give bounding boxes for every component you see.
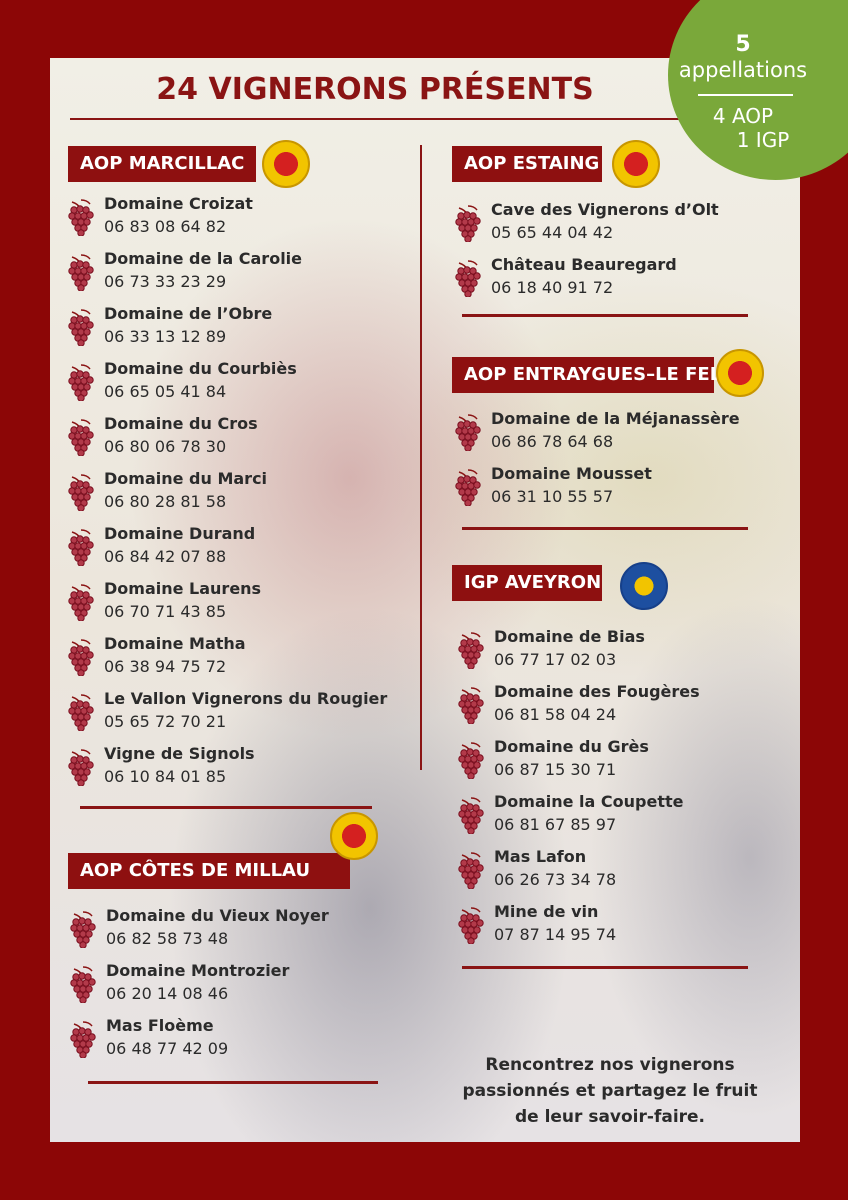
badge-divider	[698, 94, 793, 96]
aop-seal-icon	[716, 349, 764, 397]
producer-phone: 06 33 13 12 89	[104, 327, 227, 346]
grape-icon	[68, 748, 94, 787]
producer-name: Domaine la Coupette	[494, 792, 684, 811]
producer-name: Domaine de la Méjanassère	[491, 409, 740, 428]
producer-name: Domaine Montrozier	[106, 961, 290, 980]
grape-icon	[68, 638, 94, 677]
producer-phone: 06 31 10 55 57	[491, 487, 614, 506]
background-panel	[50, 58, 800, 1142]
grape-icon	[68, 693, 94, 732]
producer-name: Domaine Mousset	[491, 464, 652, 483]
igp-seal-icon	[620, 562, 668, 610]
aop-seal-icon	[330, 812, 378, 860]
grape-icon	[70, 965, 96, 1004]
section-header: AOP MARCILLAC	[68, 146, 256, 182]
producer-phone: 06 26 73 34 78	[494, 870, 617, 889]
grape-icon	[68, 363, 94, 402]
grape-icon	[458, 796, 484, 835]
producer-phone: 05 65 44 04 42	[491, 223, 614, 242]
grape-icon	[70, 910, 96, 949]
producer-phone: 06 48 77 42 09	[106, 1039, 229, 1058]
section-divider	[462, 966, 748, 969]
section-divider	[88, 1081, 378, 1084]
grape-icon	[68, 418, 94, 457]
grape-icon	[455, 204, 481, 243]
producer-name: Mas Lafon	[494, 847, 587, 866]
producer-phone: 06 65 05 41 84	[104, 382, 227, 401]
producer-name: Domaine du Grès	[494, 737, 649, 756]
grape-icon	[455, 413, 481, 452]
section-divider	[462, 314, 748, 317]
producer-phone: 06 80 28 81 58	[104, 492, 227, 511]
producer-phone: 06 70 71 43 85	[104, 602, 227, 621]
grape-icon	[455, 259, 481, 298]
producer-phone: 06 81 67 85 97	[494, 815, 617, 834]
producer-phone: 06 73 33 23 29	[104, 272, 227, 291]
producer-name: Cave des Vignerons d’Olt	[491, 200, 719, 219]
column-divider	[420, 145, 422, 770]
grape-icon	[68, 583, 94, 622]
section-header: IGP AVEYRON	[452, 565, 602, 601]
producer-phone: 06 18 40 91 72	[491, 278, 614, 297]
producer-name: Château Beauregard	[491, 255, 677, 274]
grape-icon	[70, 1020, 96, 1059]
grape-icon	[68, 528, 94, 567]
grape-icon	[68, 253, 94, 292]
producer-phone: 06 38 94 75 72	[104, 657, 227, 676]
producer-name: Domaine de Bias	[494, 627, 645, 646]
producer-phone: 06 10 84 01 85	[104, 767, 227, 786]
producer-phone: 05 65 72 70 21	[104, 712, 227, 731]
producer-phone: 06 77 17 02 03	[494, 650, 617, 669]
producer-phone: 06 20 14 08 46	[106, 984, 229, 1003]
producer-name: Mine de vin	[494, 902, 599, 921]
title-divider	[70, 118, 680, 120]
badge-count: 5	[735, 32, 751, 57]
section-header: AOP CÔTES DE MILLAU	[68, 853, 350, 889]
producer-name: Domaine des Fougères	[494, 682, 700, 701]
aop-seal-icon	[612, 140, 660, 188]
closing-text: Rencontrez nos vignerons passionnés et p…	[462, 1055, 758, 1127]
grape-icon	[455, 468, 481, 507]
producer-phone: 06 81 58 04 24	[494, 705, 617, 724]
grape-icon	[458, 686, 484, 725]
section-divider	[80, 806, 372, 809]
producer-name: Mas Floème	[106, 1016, 214, 1035]
grape-icon	[458, 631, 484, 670]
badge-aop: 4 AOP	[712, 104, 774, 128]
producer-name: Domaine de l’Obre	[104, 304, 273, 323]
grape-icon	[68, 198, 94, 237]
producer-name: Domaine de la Carolie	[104, 249, 303, 268]
producer-name: Domaine Durand	[104, 524, 256, 543]
producer-phone: 06 83 08 64 82	[104, 217, 227, 236]
grape-icon	[458, 741, 484, 780]
appellations-badge: 5 appellations 4 AOP 1 IGP	[668, 0, 848, 180]
grape-icon	[68, 308, 94, 347]
producer-name: Vigne de Signols	[104, 744, 255, 763]
producer-name: Le Vallon Vignerons du Rougier	[104, 689, 388, 708]
producer-phone: 06 86 78 64 68	[491, 432, 614, 451]
grape-icon	[68, 473, 94, 512]
producer-name: Domaine du Vieux Noyer	[106, 906, 329, 925]
producer-name: Domaine du Marci	[104, 469, 268, 488]
section-header: AOP ENTRAYGUES–LE FEL	[452, 357, 721, 393]
badge-igp: 1 IGP	[736, 128, 790, 152]
producer-name: Domaine Laurens	[104, 579, 262, 598]
badge-label: appellations	[678, 58, 808, 82]
producer-phone: 06 84 42 07 88	[104, 547, 227, 566]
grape-icon	[458, 851, 484, 890]
producer-phone: 06 87 15 30 71	[494, 760, 617, 779]
producer-phone: 06 82 58 73 48	[106, 929, 229, 948]
page-title: 24 VIGNERONS PRÉSENTS	[156, 72, 594, 107]
producer-phone: 06 80 06 78 30	[104, 437, 227, 456]
producer-name: Domaine Croizat	[104, 194, 253, 213]
producer-phone: 07 87 14 95 74	[494, 925, 617, 944]
producer-name: Domaine du Cros	[104, 414, 258, 433]
producer-name: Domaine du Courbiès	[104, 359, 297, 378]
producer-name: Domaine Matha	[104, 634, 246, 653]
section-header: AOP ESTAING	[452, 146, 602, 182]
aop-seal-icon	[262, 140, 310, 188]
grape-icon	[458, 906, 484, 945]
section-divider	[462, 527, 748, 530]
